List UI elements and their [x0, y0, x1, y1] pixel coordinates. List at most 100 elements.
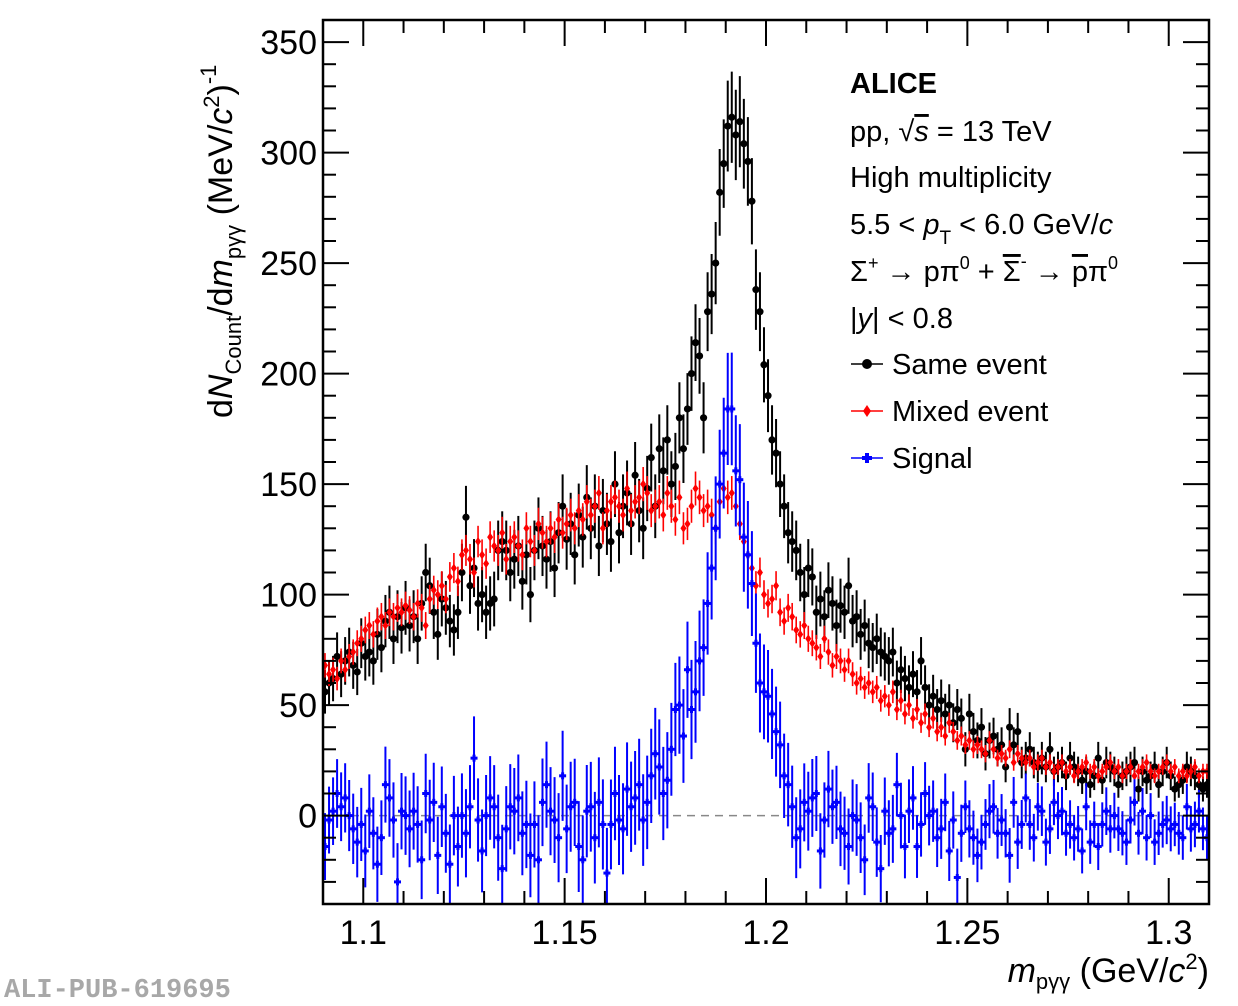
marker-diamond: [1075, 766, 1082, 776]
marker-diamond: [330, 665, 337, 675]
data-point: [905, 694, 912, 716]
data-point: [470, 716, 478, 800]
marker-cross-v: [581, 856, 585, 864]
x-tick-label: 1.15: [532, 914, 598, 952]
marker-cross-v: [589, 803, 593, 811]
data-point: [937, 798, 945, 859]
marker-circle: [1203, 781, 1209, 789]
marker-circle: [1224, 785, 1231, 792]
data-point: [925, 785, 933, 846]
marker-cross-v: [786, 781, 790, 789]
marker-cross-v: [617, 816, 621, 824]
data-point: [760, 327, 768, 403]
data-point: [515, 530, 522, 562]
marker-diamond: [628, 506, 635, 516]
data-point: [708, 253, 716, 335]
marker-diamond: [930, 713, 937, 723]
data-point: [845, 808, 853, 885]
data-point: [474, 778, 482, 862]
data-point: [1224, 777, 1231, 802]
data-point: [877, 689, 884, 712]
marker-cross-v: [383, 781, 387, 789]
data-point: [502, 786, 510, 872]
data-point: [555, 503, 562, 536]
marker-cross-v: [782, 772, 786, 780]
data-point: [837, 648, 844, 674]
data-point: [1155, 763, 1162, 780]
marker-circle: [828, 599, 837, 608]
marker-circle: [559, 502, 567, 510]
data-point: [668, 489, 675, 523]
data-point: [973, 828, 981, 883]
data-point: [1091, 759, 1098, 775]
marker-circle: [925, 701, 933, 709]
marker-cross-v: [597, 798, 601, 806]
marker-diamond: [487, 532, 494, 542]
marker-cross-v: [875, 838, 879, 846]
data-point: [772, 686, 780, 777]
data-point: [523, 512, 530, 545]
data-point: [853, 784, 861, 856]
data-point: [535, 507, 542, 541]
data-point: [1006, 708, 1014, 747]
marker-circle: [518, 577, 526, 585]
marker-circle: [615, 529, 623, 537]
data-point: [466, 543, 473, 575]
data-point: [889, 794, 897, 863]
legend-label-same: Same event: [892, 349, 1047, 381]
data-point: [801, 612, 808, 640]
marker-circle: [1082, 767, 1090, 776]
marker-cross-v: [387, 794, 391, 802]
data-point: [487, 521, 494, 553]
marker-diamond: [684, 519, 691, 529]
data-point: [1079, 759, 1086, 775]
data-point: [471, 557, 478, 588]
data-point: [909, 708, 916, 729]
marker-circle: [647, 453, 655, 462]
data-point: [1095, 768, 1102, 784]
marker-circle: [861, 621, 869, 630]
data-point: [720, 397, 728, 509]
marker-diamond: [833, 651, 840, 661]
data-point: [808, 548, 816, 606]
marker-cross-v: [887, 829, 891, 837]
data-point: [699, 382, 708, 454]
marker-cross-v: [593, 834, 597, 842]
data-point: [615, 775, 623, 866]
data-point: [628, 494, 635, 528]
marker-cross-v: [988, 807, 992, 815]
marker-diamond: [817, 651, 824, 661]
marker-cross-v: [992, 803, 996, 811]
data-point: [358, 625, 365, 652]
marker-diamond: [809, 638, 816, 648]
data-point: [977, 814, 985, 870]
marker-diamond: [777, 607, 784, 617]
marker-cross-v: [379, 834, 383, 842]
data-point: [1159, 801, 1167, 848]
data-point: [507, 525, 514, 558]
data-point: [744, 501, 752, 609]
marker-cross-v: [814, 790, 818, 797]
data-point: [877, 627, 885, 677]
data-point: [462, 789, 470, 878]
marker-cross-v: [834, 798, 838, 806]
data-point: [1147, 763, 1154, 780]
data-point: [639, 497, 647, 560]
data-point: [1103, 759, 1110, 775]
data-point: [454, 566, 461, 597]
marker-diamond: [575, 506, 582, 516]
marker-diamond: [591, 501, 598, 511]
data-point: [334, 666, 341, 691]
data-point: [865, 671, 872, 695]
marker-cross-v: [665, 776, 669, 784]
marker-cross-v: [871, 803, 875, 811]
marker-diamond: [1155, 766, 1162, 776]
data-point: [797, 621, 804, 648]
marker-cross-v: [714, 524, 718, 532]
marker-diamond: [660, 510, 667, 520]
data-point: [547, 767, 555, 856]
marker-cross-v: [710, 564, 714, 572]
marker-circle: [1228, 781, 1235, 788]
marker-cross-v: [895, 781, 899, 789]
data-point: [914, 698, 921, 721]
